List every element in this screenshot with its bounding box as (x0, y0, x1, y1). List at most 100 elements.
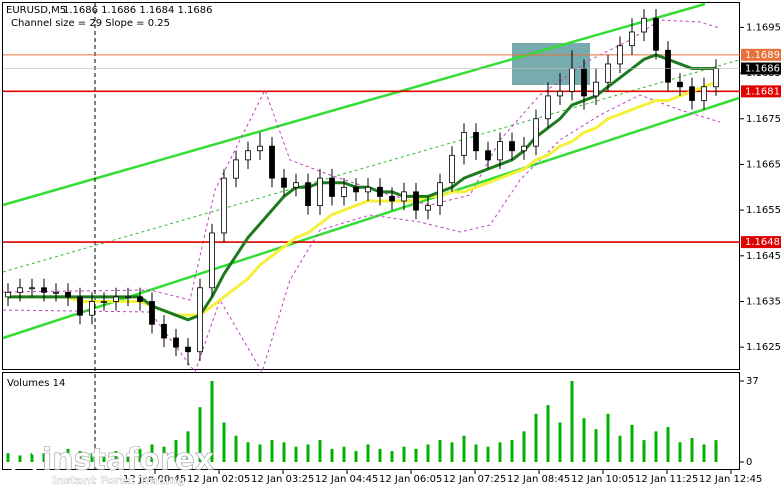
volume-bar (618, 435, 622, 462)
envelope-lower (2, 94, 721, 374)
volume-tick-label: 37 (746, 376, 759, 387)
volume-bar (426, 444, 430, 462)
volume-bar (642, 440, 646, 462)
volume-bar (18, 455, 22, 462)
volume-bar (378, 448, 382, 462)
volume-bar (666, 426, 670, 462)
candle-body (173, 337, 179, 348)
volume-bar (234, 435, 238, 462)
volume-bar (78, 451, 82, 462)
volume-bar (306, 444, 310, 462)
volume-bar (546, 405, 550, 462)
candle-body (53, 291, 59, 294)
candle-body (497, 141, 503, 161)
y-tick-label: 1.1675 (746, 114, 781, 125)
y-tick-label: 1.1665 (746, 159, 781, 170)
quote: 1.1686 1.1686 1.1684 1.1686 (63, 5, 213, 16)
volume-bar (654, 431, 658, 462)
volume-title: Volumes 14 (7, 378, 65, 389)
moving-average (8, 80, 717, 317)
candle-body (317, 177, 323, 206)
volume-bar (54, 455, 58, 462)
x-tick-label: 12 Jan 10:05 (571, 474, 634, 485)
current-price-label: 1.1686 (745, 64, 780, 75)
candle-body (545, 95, 551, 120)
level-label: 1.1648 (745, 237, 780, 248)
chart-subtitle: Channel size = 29 Slope = 0.25 (11, 18, 170, 29)
candle-body (329, 177, 335, 197)
candle-body (533, 118, 539, 147)
volume-bar (294, 446, 298, 462)
highlight-zone (512, 43, 590, 85)
volume-bar (30, 451, 34, 462)
candle-body (473, 132, 479, 152)
volume-bar (246, 442, 250, 462)
candle-body (653, 17, 659, 51)
candle-body (461, 132, 467, 156)
x-tick-label: 12 Jan 04:45 (315, 474, 378, 485)
level-label: 1.1689 (745, 50, 780, 61)
candle-body (449, 154, 455, 184)
candle-body (233, 159, 239, 179)
y-tick-label: 1.1695 (746, 22, 781, 33)
x-tick-label: 12 Jan 06:05 (379, 474, 442, 485)
volume-bar (318, 440, 322, 462)
chart-title: EURUSD,M5 (6, 5, 66, 16)
volume-bar (438, 440, 442, 462)
candle-body (185, 346, 191, 353)
candle-body (89, 301, 95, 316)
volume-bar (198, 407, 202, 462)
volume-bar (450, 442, 454, 462)
candle-body (17, 287, 23, 293)
candle-body (29, 287, 35, 290)
volume-bar (162, 446, 166, 462)
candle-body (113, 296, 119, 302)
candle-body (65, 291, 71, 298)
volume-bar (606, 413, 610, 462)
volume-bar (282, 442, 286, 462)
volume-bar (522, 431, 526, 462)
x-tick-label: 12 Jan 11:25 (635, 474, 698, 485)
volume-bar (414, 448, 418, 462)
candle-body (629, 31, 635, 47)
watermark-logo (9, 447, 39, 477)
candle-body (485, 150, 491, 161)
volume-bar (474, 444, 478, 462)
candle-body (605, 63, 611, 83)
candle-body (425, 205, 431, 211)
volume-bar (366, 444, 370, 462)
volume-bar (390, 451, 394, 462)
candle-body (713, 68, 719, 88)
candle-body (641, 17, 647, 33)
candle-body (389, 196, 395, 202)
candle-body (557, 90, 563, 97)
volume-bar (582, 418, 586, 462)
volume-bar (42, 453, 46, 462)
volume-bar (222, 422, 226, 462)
candle-body (437, 182, 443, 206)
candle-body (677, 81, 683, 88)
volume-bar (66, 448, 70, 462)
volume-bar (402, 446, 406, 462)
x-tick-label: 12 Jan 02:05 (187, 474, 250, 485)
volume-bar (90, 453, 94, 462)
volume-tick-label: 0 (746, 457, 752, 468)
candle-body (617, 45, 623, 65)
volume-bar (354, 451, 358, 462)
volume-bar (138, 448, 142, 462)
x-tick-label: 12 Jan 03:25 (251, 474, 314, 485)
level-label: 1.1681 (745, 86, 780, 97)
volume-bar (330, 448, 334, 462)
candle-body (125, 296, 131, 299)
volume-bar (702, 444, 706, 462)
candle-body (701, 86, 707, 101)
x-tick-label: 12 Jan 00:45 (123, 474, 186, 485)
volume-bar (102, 455, 106, 462)
watermark: instaforex (42, 443, 214, 478)
candle-body (137, 296, 143, 302)
volume-bar (678, 442, 682, 462)
price-panel-frame (2, 2, 740, 370)
channel-middle (2, 59, 740, 273)
